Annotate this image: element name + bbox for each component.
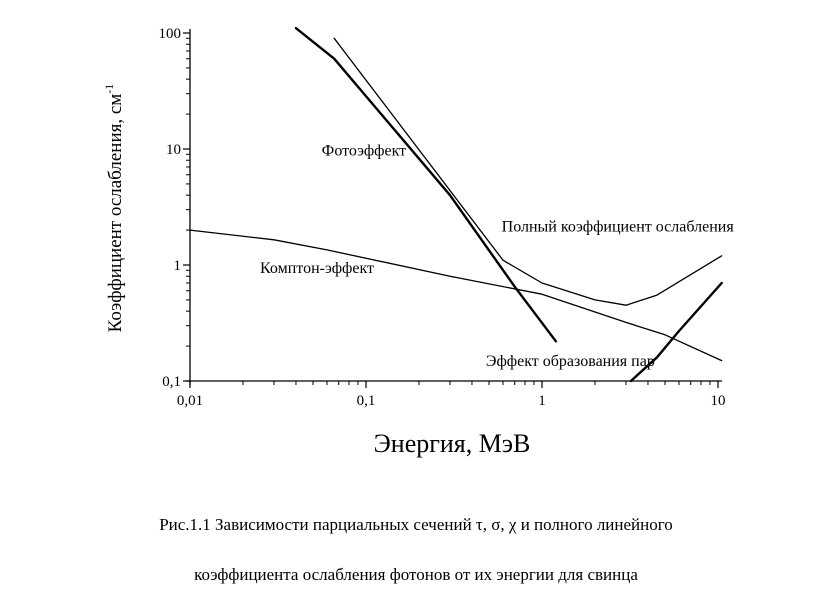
series-layer — [189, 27, 723, 383]
x-tick-label-1: 1 — [538, 393, 546, 409]
y-tick-label-100: 100 — [159, 26, 182, 42]
total-attenuation-curve — [333, 37, 723, 306]
y-axis-label-text: Коэффициент ослабления, см — [105, 94, 126, 333]
total-attenuation-label: Полный коэффициент ослабления — [502, 218, 735, 235]
x-axis-label: Энергия, МэВ — [374, 429, 531, 458]
y-tick-label-1: 1 — [174, 258, 182, 274]
attenuation-chart: 0,1 1 10 100 0,01 0,1 1 10 Фотоэффект Полный коэ… — [102, 26, 734, 458]
x-tick-label-0-1: 0,1 — [357, 393, 376, 409]
pair-production-label: Эффект образования пар — [486, 353, 655, 370]
compton-label: Комптон-эффект — [260, 260, 374, 277]
axes: 0,1 1 10 100 0,01 0,1 1 10 — [159, 26, 726, 409]
annotation-layer: Фотоэффект Полный коэффициент ослабления К… — [260, 142, 734, 369]
y-axis-label-superscript: -1 — [102, 84, 116, 94]
photoeffect-label: Фотоэффект — [322, 142, 406, 159]
compton-curve — [189, 229, 723, 362]
figure-caption-line-1: Рис.1.1 Зависимости парциальных сечений … — [159, 515, 673, 534]
x-tick-label-0-01: 0,01 — [177, 393, 203, 409]
pair-production-curve — [629, 281, 723, 383]
x-tick-label-10: 10 — [711, 393, 726, 409]
y-tick-label-0-1: 0,1 — [162, 374, 181, 390]
y-tick-label-10: 10 — [166, 142, 181, 158]
figure-caption-line-2: коэффициента ослабления фотонов от их эн… — [194, 565, 638, 584]
y-axis-label: Коэффициент ослабления, см-1 — [102, 84, 126, 333]
photoeffect-curve — [294, 27, 558, 343]
